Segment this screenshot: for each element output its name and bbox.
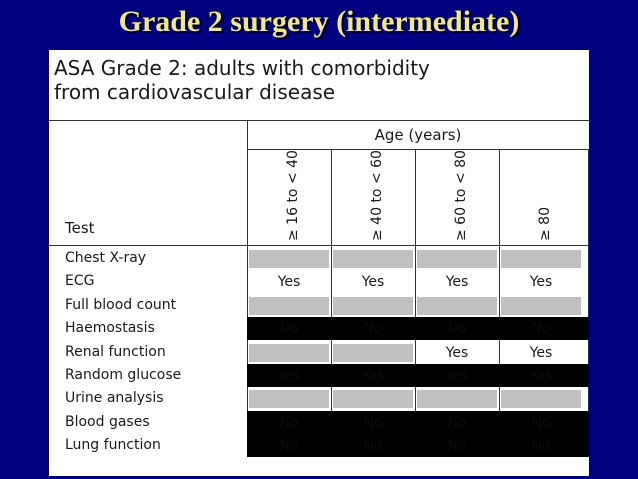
age-group-header: ≥ 60 to < 80 (415, 149, 499, 245)
table-row: Haemostasis No No No No (49, 317, 589, 340)
age-group-header: ≥ 40 to < 60 (331, 149, 415, 245)
test-column-header: Test (65, 219, 95, 237)
test-name: Blood gases (65, 413, 150, 430)
table-row: Urine analysis (49, 387, 589, 410)
table-vertical-rule (499, 149, 500, 456)
table-cell (333, 296, 413, 315)
age-header: Age (years) (374, 126, 462, 144)
age-group-label: ≥ 60 to < 80 (453, 150, 469, 241)
table-cell: No (333, 320, 413, 339)
table-cell: No (501, 437, 581, 456)
table-cell (249, 296, 329, 315)
figure-caption: ASA Grade 2: adults with comorbidity fro… (54, 56, 430, 104)
age-group-label: ≥ 40 to < 60 (369, 150, 385, 241)
table-cell: Yes (501, 367, 581, 385)
table-row: Random glucose Yes Yes Yes Yes (49, 364, 589, 387)
age-header-rule (247, 149, 589, 150)
table-cell: Yes (333, 273, 413, 292)
table-cell: Yes (501, 343, 581, 362)
test-name: Lung function (65, 437, 161, 454)
table-cell: No (501, 320, 581, 339)
table-cell: No (417, 437, 497, 456)
caption-line-1: ASA Grade 2: adults with comorbidity (54, 56, 430, 80)
table-cell: Yes (417, 343, 497, 362)
table-cell: Yes (249, 273, 329, 292)
header-bottom-rule (49, 245, 589, 246)
test-name: Chest X-ray (65, 250, 147, 266)
table-row: Lung function No No No No (49, 434, 589, 457)
table-cell (333, 250, 413, 268)
table-vertical-rule (415, 149, 416, 456)
table-cell: No (249, 437, 329, 456)
table-cell: No (417, 413, 497, 432)
table-cell: Yes (249, 367, 329, 385)
table-cell (249, 390, 329, 409)
table-row: Blood gases No No No No (49, 411, 589, 434)
table-figure: ASA Grade 2: adults with comorbidity fro… (49, 50, 589, 476)
table-cell (501, 250, 581, 268)
slide-title: Grade 2 surgery (intermediate) (118, 5, 520, 38)
test-name: Full blood count (65, 296, 177, 313)
age-group-header: ≥ 80 (499, 149, 583, 245)
table-cell: Yes (417, 273, 497, 292)
age-group-header: ≥ 16 to < 40 (247, 149, 331, 245)
table-row: ECG Yes Yes Yes Yes (49, 270, 589, 293)
age-group-label: ≥ 80 (537, 207, 553, 241)
table-cell (249, 250, 329, 268)
age-group-label: ≥ 16 to < 40 (285, 150, 301, 241)
table-cell: Yes (501, 273, 581, 292)
table-cell (417, 296, 497, 315)
test-name: Renal function (65, 343, 166, 360)
table-cell (501, 390, 581, 409)
table-row: Renal function Yes Yes (49, 341, 589, 364)
caption-line-2: from cardiovascular disease (54, 80, 336, 104)
table-vertical-rule (247, 121, 248, 456)
test-name: ECG (65, 273, 95, 290)
table-cell (249, 343, 329, 362)
test-name: Random glucose (65, 367, 182, 383)
table-cell: No (249, 413, 329, 432)
table-cell: No (333, 437, 413, 456)
table-cell: No (249, 320, 329, 339)
table-cell: No (417, 320, 497, 339)
table-cell: Yes (417, 367, 497, 385)
test-name: Haemostasis (65, 320, 155, 337)
table-cell: No (501, 413, 581, 432)
test-table: Age (years) Test ≥ 16 to < 40 ≥ 40 to < 6… (49, 120, 589, 476)
table-cell: No (333, 413, 413, 432)
table-cell (333, 343, 413, 362)
table-row: Full blood count (49, 294, 589, 317)
test-name: Urine analysis (65, 390, 164, 407)
table-cell (501, 296, 581, 315)
table-row: Chest X-ray (49, 247, 589, 270)
table-vertical-rule (588, 149, 589, 456)
table-cell: Yes (333, 367, 413, 385)
table-cell (417, 250, 497, 268)
table-cell (333, 390, 413, 409)
table-vertical-rule (331, 149, 332, 456)
table-cell (417, 390, 497, 409)
